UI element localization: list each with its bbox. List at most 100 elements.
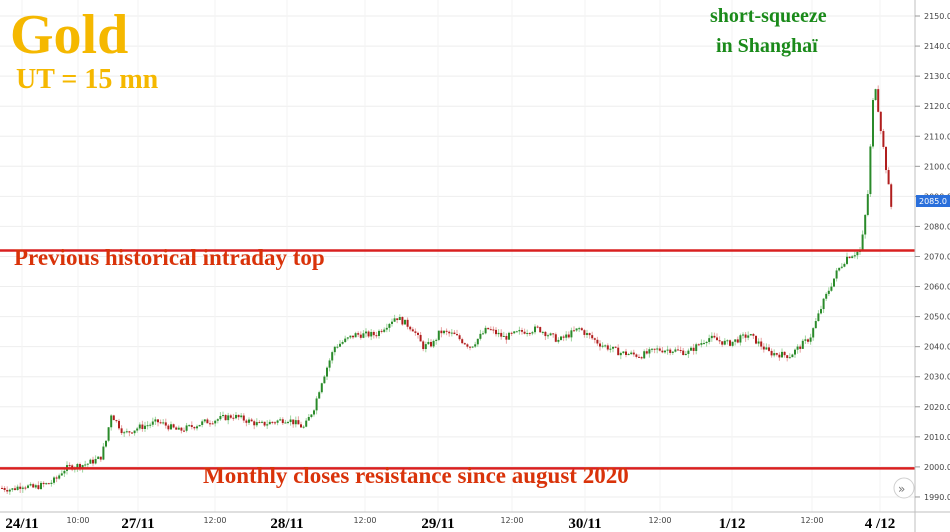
candle-body — [346, 337, 349, 339]
candle-body — [492, 329, 495, 331]
candle-body — [227, 415, 230, 421]
candle-body — [874, 89, 877, 101]
candle-body — [16, 486, 19, 490]
candle-body — [55, 477, 58, 479]
candle-body — [118, 420, 120, 429]
candle-body — [887, 170, 890, 185]
candle-body — [393, 318, 396, 322]
candle-body — [76, 464, 79, 468]
candle-body — [159, 422, 162, 424]
candle-body — [1, 487, 3, 489]
candle-body — [409, 326, 412, 330]
candle-body — [341, 342, 344, 344]
candle-body — [198, 424, 201, 427]
candle-body — [627, 354, 630, 356]
candle-body — [307, 416, 310, 421]
candle-body — [11, 488, 14, 490]
candle-body — [27, 485, 29, 488]
candle-body — [24, 487, 27, 489]
candle-body — [583, 330, 586, 335]
candle-body — [94, 458, 97, 464]
candle-body — [554, 334, 557, 342]
candle-body — [601, 345, 604, 347]
candle-body — [102, 446, 105, 460]
candle-body — [370, 331, 373, 337]
candle-body — [323, 376, 326, 384]
y-tick-label: 2030.0 — [924, 373, 950, 382]
candle-body — [664, 350, 666, 353]
candle-body — [827, 290, 830, 294]
candle-body — [518, 330, 521, 332]
candle-body — [495, 329, 497, 335]
candle-body — [801, 340, 804, 349]
candle-body — [263, 421, 266, 426]
candle-body — [890, 184, 893, 207]
candle-body — [510, 332, 513, 334]
candle-body — [432, 340, 435, 347]
candle-body — [562, 336, 565, 338]
candle-body — [661, 350, 664, 353]
candle-body — [521, 330, 523, 332]
y-tick-label: 2060.0 — [924, 283, 950, 292]
candle-body — [799, 346, 802, 349]
candle-body — [778, 354, 781, 358]
candle-body — [427, 341, 430, 345]
candle-body — [484, 327, 487, 334]
candle-body — [271, 421, 274, 423]
candle-body — [487, 327, 490, 330]
candle-body — [196, 426, 198, 429]
candle-body — [14, 488, 16, 490]
candle-body — [297, 420, 300, 425]
candle-body — [814, 321, 817, 329]
candle-body — [362, 333, 365, 338]
candle-body — [877, 89, 880, 112]
candle-body — [445, 330, 448, 332]
candle-body — [42, 482, 45, 485]
candle-body — [344, 338, 347, 343]
candle-body — [586, 333, 588, 335]
candle-body — [162, 422, 165, 424]
candle-body — [609, 348, 612, 350]
candle-body — [625, 351, 627, 355]
candle-body — [45, 483, 48, 485]
chevron-right-icon: » — [898, 482, 905, 496]
candle-body — [861, 234, 864, 251]
candle-body — [250, 419, 253, 422]
candle-body — [531, 332, 534, 334]
candle-body — [760, 341, 763, 347]
candle-body — [528, 333, 531, 335]
candle-body — [658, 348, 661, 351]
candle-body — [606, 345, 609, 350]
candle-body — [219, 416, 222, 420]
candle-body — [869, 146, 872, 195]
candle-body — [222, 415, 224, 417]
candle-body — [474, 344, 477, 347]
gridlines — [0, 0, 915, 512]
candle-body — [539, 327, 542, 333]
candle-body — [783, 351, 786, 356]
candle-body — [378, 330, 380, 336]
candle-body — [50, 482, 53, 484]
candle-body — [739, 335, 742, 343]
candle-body — [414, 331, 417, 333]
chart-title: Gold — [10, 4, 128, 66]
candle-body — [580, 328, 583, 331]
candle-body — [508, 332, 510, 340]
candle-body — [99, 456, 102, 460]
candle-body — [536, 326, 539, 328]
candle-body — [266, 424, 269, 426]
candle-body — [835, 270, 838, 279]
candle-body — [791, 354, 794, 358]
candle-body — [58, 475, 61, 479]
candle-body — [458, 335, 461, 340]
scroll-right-button[interactable]: » — [893, 477, 915, 499]
candle-body — [385, 327, 388, 330]
candle-body — [398, 317, 401, 321]
candle-body — [549, 333, 552, 336]
candle-body — [367, 331, 370, 337]
candle-body — [6, 490, 9, 492]
candle-body — [3, 488, 6, 491]
candle-body — [19, 486, 22, 489]
candle-body — [149, 424, 152, 426]
